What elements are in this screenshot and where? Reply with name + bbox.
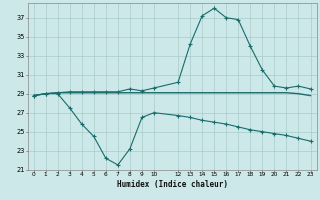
X-axis label: Humidex (Indice chaleur): Humidex (Indice chaleur) (116, 180, 228, 189)
